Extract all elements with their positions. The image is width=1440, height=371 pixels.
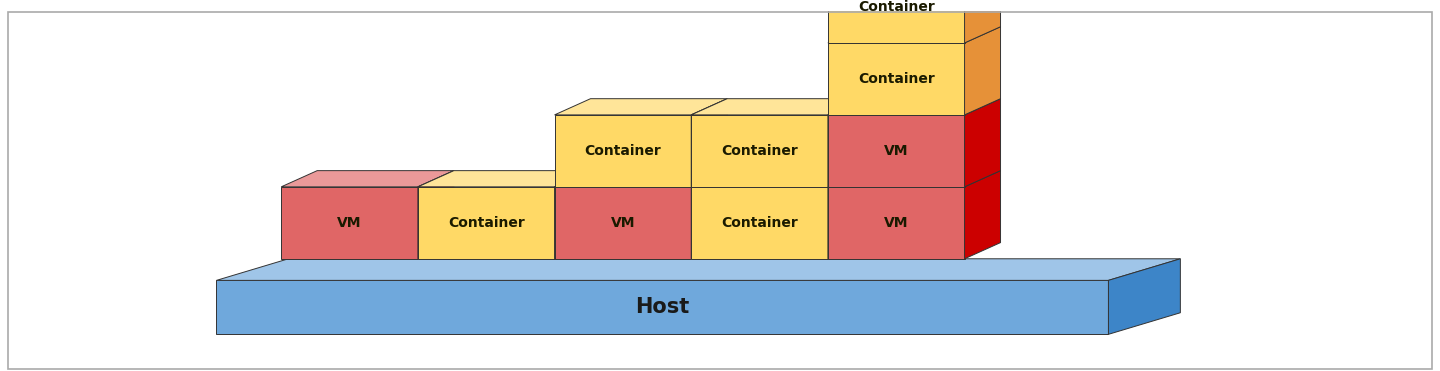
Text: Container: Container: [721, 216, 798, 230]
Polygon shape: [828, 171, 864, 259]
Polygon shape: [1109, 259, 1181, 334]
Polygon shape: [965, 99, 1001, 187]
Polygon shape: [281, 171, 454, 187]
Polygon shape: [828, 99, 1001, 115]
Polygon shape: [828, 27, 1001, 43]
Polygon shape: [828, 43, 965, 115]
Polygon shape: [691, 171, 864, 187]
Polygon shape: [554, 171, 590, 259]
Polygon shape: [691, 99, 864, 115]
Polygon shape: [418, 187, 554, 259]
Polygon shape: [691, 99, 727, 187]
Polygon shape: [828, 187, 965, 259]
Text: Container: Container: [585, 144, 661, 158]
Polygon shape: [216, 280, 1109, 334]
Text: Container: Container: [448, 216, 524, 230]
Polygon shape: [281, 187, 418, 259]
Polygon shape: [418, 171, 454, 259]
Text: VM: VM: [337, 216, 361, 230]
Polygon shape: [691, 171, 727, 259]
Polygon shape: [554, 115, 691, 187]
Polygon shape: [418, 171, 590, 187]
Text: Host: Host: [635, 297, 690, 317]
Polygon shape: [216, 259, 1181, 280]
Polygon shape: [965, 171, 1001, 259]
Text: Container: Container: [858, 0, 935, 14]
Polygon shape: [965, 27, 1001, 115]
Polygon shape: [828, 115, 965, 187]
Polygon shape: [828, 99, 864, 187]
Polygon shape: [554, 187, 691, 259]
Text: VM: VM: [611, 216, 635, 230]
Polygon shape: [691, 187, 828, 259]
Text: Container: Container: [858, 72, 935, 86]
Polygon shape: [554, 99, 727, 115]
Polygon shape: [828, 0, 965, 43]
Polygon shape: [691, 115, 828, 187]
Polygon shape: [828, 171, 1001, 187]
Text: Container: Container: [721, 144, 798, 158]
Text: VM: VM: [884, 216, 909, 230]
Text: VM: VM: [884, 144, 909, 158]
Polygon shape: [554, 171, 727, 187]
Polygon shape: [965, 0, 1001, 43]
